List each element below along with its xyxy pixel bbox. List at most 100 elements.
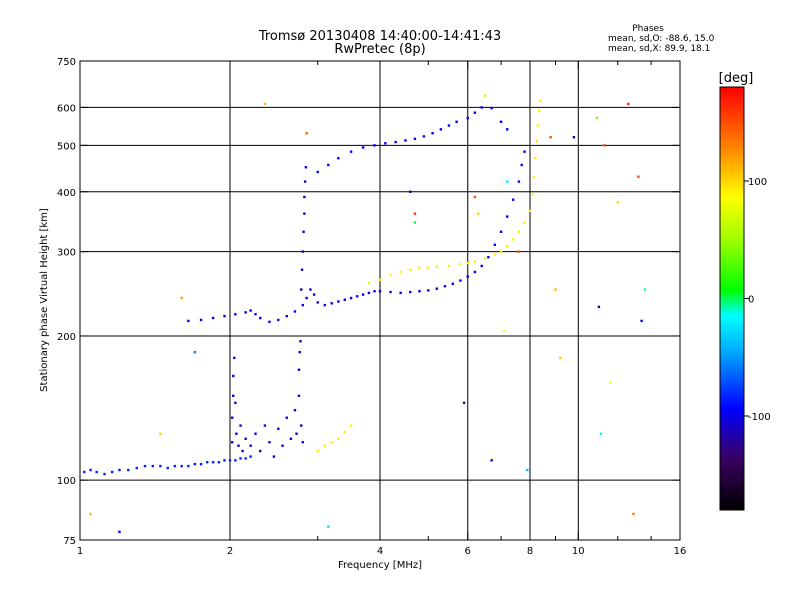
echo-point [217,461,221,464]
echo-point [303,180,307,183]
echo-point [349,296,353,300]
echo-point [355,295,359,298]
echo-point [378,278,382,281]
echo-point [232,374,235,378]
echo-point [211,461,215,464]
echo-point [263,102,267,106]
echo-point [599,432,603,435]
echo-point [297,368,301,371]
echo-point [389,273,392,277]
echo-point [595,116,599,120]
echo-point [249,455,252,458]
echo-point [89,468,92,472]
echo-point [259,449,262,453]
echo-point [295,432,298,435]
echo-point [223,459,226,462]
echo-point [199,318,203,322]
echo-point [230,416,234,419]
echo-point [285,416,288,419]
echo-point [413,137,417,140]
echo-point [305,296,308,300]
x-tick-label: 1 [77,546,83,557]
echo-point [534,157,537,160]
echo-point [300,424,303,427]
echo-point [299,340,302,343]
colorbar-tick-label: -100 [748,412,771,423]
echo-point [223,314,226,318]
x-tick-label: 10 [572,546,585,557]
echo-point [499,120,503,123]
echo-point [173,464,177,468]
chart-title: Tromsø 20130408 14:40:00-14:41:43 [258,29,501,44]
echo-point [505,215,509,218]
echo-point [293,408,297,412]
echo-point [83,470,86,474]
echo-point [254,313,257,316]
echo-point [268,441,271,444]
echo-point [235,432,238,435]
echo-point [511,198,515,201]
echo-point [459,263,462,266]
echo-point [316,170,319,174]
y-tick-label: 500 [57,141,76,152]
echo-point [330,302,333,305]
echo-point [309,288,312,291]
echo-point [199,462,203,466]
echo-point [301,441,305,444]
echo-point [303,195,306,199]
echo-point [559,356,562,360]
echo-point [187,319,190,323]
echo-point [254,432,257,435]
echo-point [228,459,232,462]
echo-point [616,201,619,204]
echo-point [234,313,237,316]
data-points [83,94,647,534]
phase-heading: Phases [632,24,664,34]
phase-x-stats: mean, sd,X: 89.9, 18.1 [608,44,710,54]
echo-point [127,468,130,472]
echo-point [373,290,376,293]
echo-point [447,264,451,268]
echo-point [399,270,402,274]
echo-point [413,221,417,224]
echo-point [526,468,529,472]
echo-point [384,142,387,145]
x-tick-label: 8 [527,546,533,557]
colorbar-label: [deg] [719,71,754,86]
echo-point [110,470,114,474]
echo-point [632,512,635,516]
echo-point [159,432,162,435]
echo-point [302,230,305,233]
echo-point [373,144,376,147]
echo-point [505,244,509,248]
y-tick-label: 750 [57,57,76,68]
echo-point [536,124,540,127]
echo-point [327,525,330,528]
echo-point [285,314,288,318]
echo-point [118,468,121,472]
echo-point [473,111,477,114]
x-axis-label: Frequency [MHz] [338,560,422,571]
echo-point [95,470,98,474]
echo-point [483,94,487,97]
y-tick-label: 100 [57,476,76,487]
echo-point [487,256,490,259]
echo-point [505,180,509,183]
echo-point [289,437,293,440]
y-tick-label: 400 [57,188,76,199]
echo-point [640,319,643,323]
axis-ticks: 1 2 4 6 8 10 16 75 100 200 300 400 500 600 750 [57,57,686,557]
echo-point [480,106,483,109]
echo-point [343,430,347,434]
echo-point [301,250,305,253]
echo-point [394,140,397,144]
echo-point [180,464,183,468]
echo-point [89,512,92,516]
echo-point [399,291,402,295]
echo-point [427,266,430,269]
echo-point [447,124,451,127]
echo-point [103,472,106,476]
echo-point [413,212,417,215]
echo-point [418,290,421,293]
